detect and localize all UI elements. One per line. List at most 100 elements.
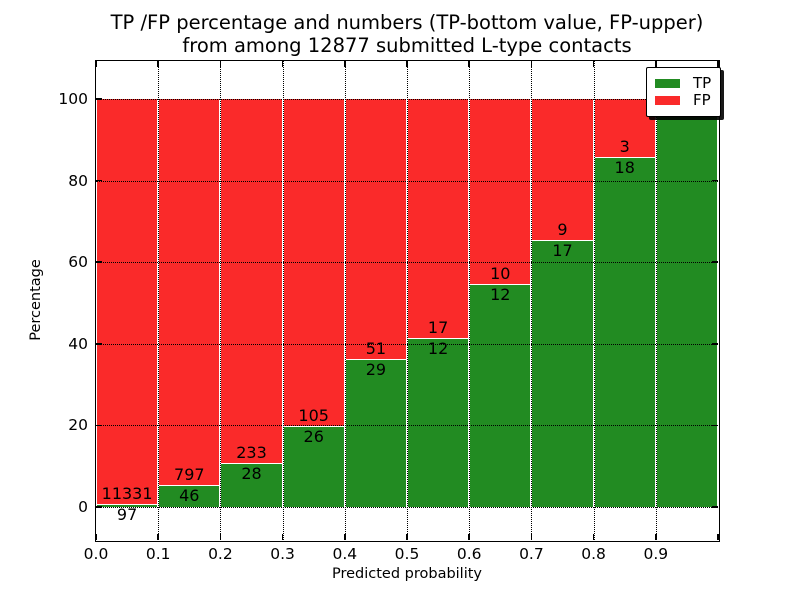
y-tick [96, 261, 102, 263]
x-tick-label: 0.4 [332, 545, 358, 563]
x-tick [655, 61, 657, 67]
bar-count-tp: 97 [116, 504, 138, 524]
x-tick [219, 534, 222, 540]
plot-area: 11331 97 797 46 233 28 105 26 51 29 17 12 10 12 9 17 3 18… [58, 59, 720, 563]
bar-count-tp: 17 [552, 241, 573, 261]
legend-fp-label: FP [693, 91, 711, 109]
x-tick [406, 534, 408, 540]
bar-segment-fp [531, 98, 594, 241]
y-tick [712, 343, 718, 345]
x-tick [530, 534, 533, 540]
x-gridline [593, 61, 595, 540]
bar-count-tp: 29 [365, 360, 387, 380]
bar-segment-tp [531, 240, 594, 507]
y-tick [96, 424, 102, 427]
x-gridline [655, 61, 657, 540]
x-tick [406, 61, 408, 67]
x-tick-label: 0.7 [519, 545, 544, 563]
bar-count-fp: 3 [619, 137, 630, 157]
bar-segment-fp [469, 98, 532, 285]
y-tick [712, 261, 718, 263]
bar-segment-tp [407, 338, 470, 507]
legend: TP FP [646, 67, 722, 117]
bar-segment-fp [96, 98, 159, 504]
bar-count-fp: 797 [174, 464, 205, 484]
x-tick-label: 0.5 [394, 545, 420, 563]
x-tick [281, 534, 284, 540]
legend-fp-swatch [655, 96, 680, 105]
x-tick [157, 61, 159, 67]
bar-segment-fp [593, 98, 656, 158]
bar-segment-tp [593, 157, 656, 507]
x-gridline [282, 61, 284, 540]
x-tick [468, 61, 470, 67]
legend-tp-label: TP [693, 74, 712, 92]
bar-count-tp: 12 [427, 339, 449, 359]
bar-count-fp: 233 [236, 443, 267, 463]
x-axis-label: Predicted probability [331, 566, 483, 582]
legend-tp-swatch [655, 79, 680, 88]
x-tick-label: 0.6 [456, 545, 482, 563]
x-tick [717, 61, 719, 67]
y-axis-label: Percentage [28, 259, 44, 341]
x-gridline [344, 61, 346, 540]
y-gridline [96, 343, 718, 345]
y-tick [96, 179, 102, 182]
x-tick [95, 61, 97, 67]
y-tick [96, 343, 102, 345]
y-tick-label: 60 [68, 253, 88, 272]
y-tick [712, 179, 718, 182]
x-tick [157, 534, 159, 540]
x-tick-label: 0.0 [83, 545, 109, 563]
x-tick [717, 534, 719, 540]
bar-count-tp: 18 [614, 158, 635, 178]
bar-segment-fp [344, 98, 407, 360]
x-tick-label: 0.8 [581, 545, 606, 563]
y-tick-label: 80 [68, 171, 88, 190]
x-tick [592, 61, 595, 67]
y-gridline [96, 425, 718, 427]
x-tick [592, 534, 595, 540]
x-tick-label: 0.2 [208, 545, 233, 563]
y-gridline [96, 180, 718, 182]
bar-segment-tp [282, 426, 345, 507]
x-tick-label: 0.1 [145, 545, 171, 563]
legend-entry-fp: FP [655, 93, 711, 108]
y-tick-label: 100 [58, 89, 88, 108]
bar-segment-fp [407, 98, 470, 339]
bar-count-fp: 11331 [101, 483, 153, 503]
bar-count-fp: 51 [365, 339, 387, 359]
x-tick-label: 0.9 [643, 545, 669, 563]
y-tick [712, 424, 718, 427]
x-tick [655, 534, 657, 540]
x-tick [344, 534, 346, 540]
x-gridline [407, 61, 408, 540]
bar-count-tp: 46 [179, 485, 200, 505]
bar-count-fp: 17 [427, 318, 449, 338]
x-tick [344, 61, 346, 67]
x-gridline [531, 61, 533, 540]
bar-segment-tp [469, 284, 532, 507]
bar-count-tp: 12 [490, 285, 511, 305]
bar-segment-fp [220, 98, 283, 464]
x-tick [530, 61, 533, 67]
bar-count-fp: 10 [490, 264, 511, 284]
bar-segment-fp [158, 98, 221, 485]
bar-segment-tp [344, 359, 407, 507]
x-gridline [469, 61, 471, 540]
x-tick [95, 534, 97, 540]
x-tick [219, 61, 222, 67]
x-tick-label: 0.3 [270, 545, 295, 563]
y-tick-label: 0 [78, 497, 88, 516]
y-tick-label: 20 [68, 416, 88, 435]
bar-count-tp: 26 [303, 427, 324, 446]
bar-count-fp: 105 [298, 406, 329, 425]
chart-title-line1: TP /FP percentage and numbers (TP-bottom… [110, 11, 704, 34]
x-tick [281, 61, 284, 67]
x-gridline [158, 61, 160, 540]
chart-title-line2: from among 12877 submitted L-type contac… [182, 34, 632, 57]
y-gridline [96, 262, 718, 264]
bar-segment-tp [220, 463, 283, 507]
x-gridline [220, 61, 222, 540]
x-tick [468, 534, 470, 540]
